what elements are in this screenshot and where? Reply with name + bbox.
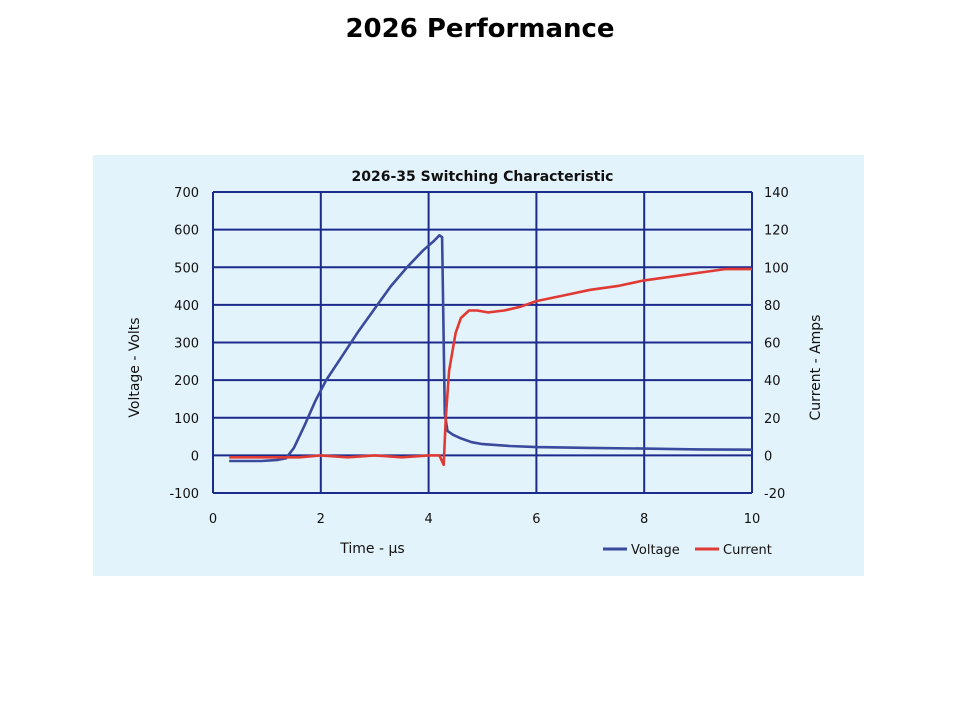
x-tick-label: 10 [744,512,761,527]
series-line-voltage [229,234,753,463]
legend-label-voltage: Voltage [631,543,680,558]
y-left-axis-label: Voltage - Volts [127,317,143,417]
y-right-tick-label: 40 [764,374,781,389]
y-left-tick-label: 200 [174,374,199,389]
x-tick-label: 0 [209,512,217,527]
y-right-axis-label: Current - Amps [808,315,824,421]
y-right-tick-label: 140 [764,186,789,201]
x-tick-label: 2 [317,512,325,527]
legend-label-current: Current [723,543,772,558]
y-right-tick-label: 0 [764,449,772,464]
y-left-tick-label: 300 [174,337,199,352]
x-tick-label: 4 [424,512,432,527]
x-tick-label: 8 [640,512,648,527]
y-left-tick-label: -100 [169,487,199,502]
slide-title: 2026 Performance [345,14,615,44]
y-left-tick-label: 0 [191,449,199,464]
y-right-tick-label: 80 [764,299,781,314]
y-left-tick-label: 100 [174,412,199,427]
chart-title: 2026-35 Switching Characteristic [352,169,614,185]
y-right-tick-label: 20 [764,412,781,427]
chart-panel [93,155,864,576]
x-tick-label: 6 [532,512,540,527]
x-axis-label: Time - µs [339,541,404,557]
y-right-tick-label: 120 [764,224,789,239]
y-right-tick-label: 60 [764,337,781,352]
y-left-tick-label: 700 [174,186,199,201]
y-left-tick-label: 400 [174,299,199,314]
series-line-current [229,267,752,467]
y-right-tick-label: -20 [764,487,785,502]
y-left-tick-label: 500 [174,261,199,276]
y-right-tick-label: 100 [764,261,789,276]
y-left-tick-label: 600 [174,224,199,239]
